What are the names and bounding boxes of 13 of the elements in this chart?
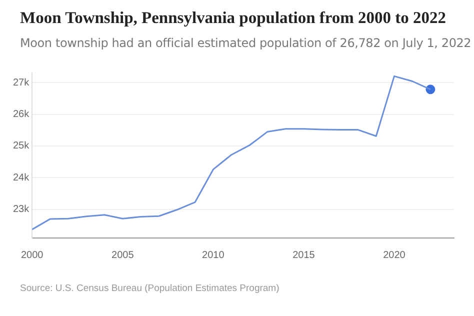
x-tick-label: 2015 xyxy=(292,250,316,261)
source-note: Source: U.S. Census Bureau (Population Estimates Program) xyxy=(20,283,280,294)
chart-subtitle: Moon township had an official estimated population of 26,782 on July 1, 2022 xyxy=(20,36,472,50)
y-tick-label: 25k xyxy=(13,140,30,152)
x-tick-label: 2020 xyxy=(383,250,406,261)
x-tick-label: 2000 xyxy=(21,250,44,261)
y-tick-label: 24k xyxy=(13,172,30,184)
y-tick-label: 26k xyxy=(13,109,30,120)
x-tick-label: 2005 xyxy=(112,250,134,261)
y-tick-label: 27k xyxy=(13,77,30,88)
chart-title: Moon Township, Pennsylvania population from 2000 to 2022 xyxy=(20,8,446,28)
x-tick-label: 2010 xyxy=(202,250,225,261)
y-tick-label: 23k xyxy=(13,204,30,216)
